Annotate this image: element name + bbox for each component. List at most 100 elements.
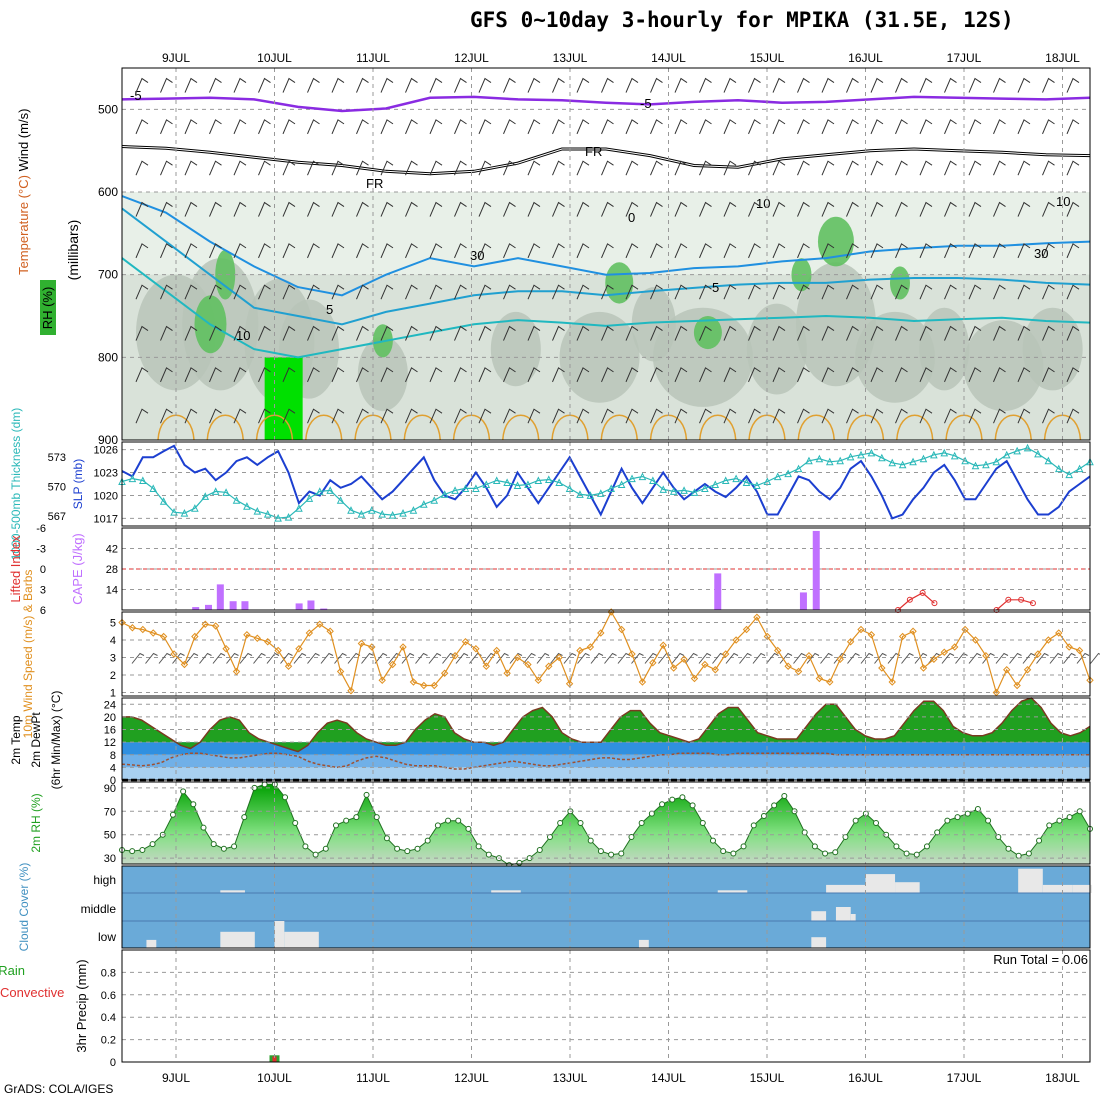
wind-barb	[625, 243, 639, 259]
wind-barb	[307, 201, 320, 217]
wind-barb	[993, 77, 1006, 93]
y-tick-rh: 30	[104, 853, 116, 865]
rh-marker	[903, 850, 910, 857]
rh-marker	[842, 834, 849, 841]
wind-speed-marker	[253, 634, 262, 642]
wind-barb	[331, 160, 345, 176]
warm-contour	[994, 414, 1032, 441]
wind-barb	[361, 652, 374, 664]
rh-marker	[740, 843, 747, 850]
panel-frame-wind10m	[121, 611, 1091, 697]
wind-barb	[895, 284, 908, 300]
wind-barb	[226, 652, 239, 664]
thickness-marker	[1054, 464, 1063, 473]
thickness-marker	[461, 484, 470, 492]
wind-barb	[699, 408, 712, 424]
rh-marker	[597, 848, 604, 855]
cloud-cell-middle	[835, 907, 851, 921]
wind-barb	[1066, 408, 1080, 424]
y-tick-pressure: 800	[98, 350, 118, 364]
contour-label: 30	[1034, 246, 1048, 261]
y-tick-temp: 8	[110, 750, 116, 762]
thickness-marker	[149, 484, 158, 492]
wind-barb	[331, 243, 345, 259]
wind-barb	[1042, 160, 1055, 176]
lifted-index-marker	[1005, 596, 1012, 603]
wind-speed-marker	[1044, 636, 1053, 644]
panel-frame-cape_li	[121, 527, 1091, 611]
wind-barb	[356, 243, 369, 259]
wind-barb	[576, 284, 590, 300]
wind-barb	[405, 119, 418, 135]
wind-barb	[454, 201, 467, 217]
rh-marker	[954, 814, 961, 821]
wind-barb	[846, 201, 859, 217]
wind-barb	[601, 77, 614, 93]
wind-speed-line	[121, 610, 1091, 695]
rh-marker	[557, 820, 564, 826]
wind-barb	[650, 408, 663, 424]
thickness-marker	[170, 508, 178, 516]
axis-label-temp: 2m Temp	[9, 715, 23, 764]
cloud-cell-low	[274, 921, 285, 948]
wind-speed-marker	[139, 625, 147, 634]
y-tick-lifted: -3	[36, 544, 46, 556]
thickness-marker	[357, 510, 366, 518]
wind-barb	[503, 77, 516, 93]
wind-barb	[503, 160, 516, 176]
thickness-marker	[867, 448, 876, 457]
date-tick-bottom: 18JUL	[1045, 1071, 1080, 1085]
wind-barb	[919, 284, 933, 300]
thickness-marker	[180, 509, 189, 517]
wind-speed-marker	[982, 652, 990, 660]
wind-barb	[601, 201, 614, 217]
rh-marker	[750, 822, 757, 829]
wind-barb	[846, 408, 859, 424]
wind-barb	[503, 243, 516, 259]
wind-barb	[552, 367, 565, 383]
cape-bar	[320, 608, 328, 610]
wind-barb	[968, 201, 982, 217]
wind-barb	[968, 652, 982, 664]
wind-speed-marker	[430, 681, 438, 690]
axis-label-rh2m: 2m RH (%)	[29, 793, 43, 852]
wind-barb	[478, 408, 492, 424]
wind-speed-marker	[493, 646, 501, 655]
wind-speed-marker	[628, 650, 636, 658]
wind-barb	[258, 160, 271, 176]
y-tick-precip: 0.4	[101, 1012, 116, 1024]
lifted-index-line	[996, 599, 1034, 611]
wind-barb	[797, 243, 810, 259]
wind-speed-marker	[597, 629, 605, 637]
wind-barb	[258, 77, 271, 93]
rh-marker	[923, 843, 930, 850]
wind-barb	[968, 119, 982, 135]
rh-marker	[149, 841, 156, 848]
rh-marker	[1015, 852, 1022, 859]
wind-barb	[674, 119, 688, 135]
warm-contour	[600, 414, 638, 441]
rh-marker	[1066, 814, 1073, 821]
rh-marker	[781, 793, 788, 800]
rh-marker	[282, 794, 289, 801]
thickness-marker	[794, 464, 803, 473]
wind-barb	[158, 652, 172, 664]
wind-barb	[135, 201, 149, 217]
cloud-cell-high	[1042, 884, 1073, 893]
wind-barb	[454, 284, 467, 300]
wind-barb	[552, 325, 565, 341]
wind-barb	[895, 367, 908, 383]
wind-barb	[870, 160, 884, 176]
rh-marker	[373, 814, 380, 821]
wind-barb	[846, 77, 859, 93]
wind-barb	[455, 652, 469, 664]
wind-barb	[772, 243, 786, 259]
wind-speed-marker	[649, 659, 657, 667]
thickness-marker	[992, 457, 1001, 466]
thickness-marker	[815, 454, 824, 463]
cloud-cell-high	[1072, 884, 1093, 893]
wind-barb	[748, 408, 761, 424]
wind-barb	[258, 325, 271, 341]
thickness-marker	[211, 487, 220, 495]
y-tick-precip: 0.8	[101, 967, 116, 979]
